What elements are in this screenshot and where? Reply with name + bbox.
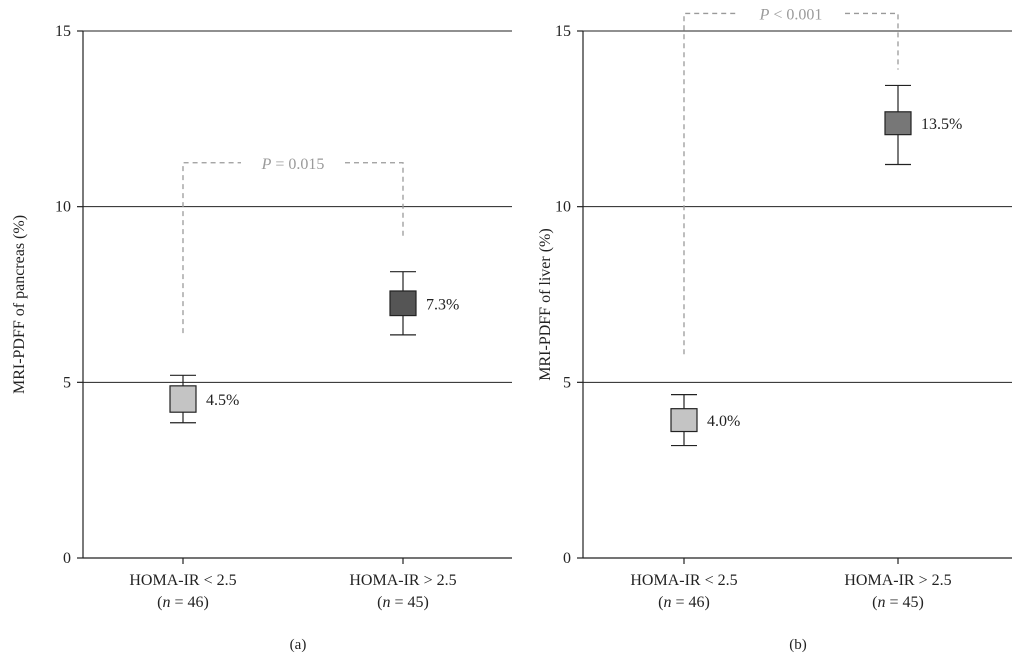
- y-tick-label: 10: [555, 199, 571, 216]
- y-axis-label: MRI-PDFF of liver (%): [537, 228, 554, 380]
- y-tick-label: 15: [555, 23, 571, 40]
- box-low-homa: 4.5%: [169, 374, 239, 424]
- y-tick-label: 10: [55, 199, 71, 216]
- n-suffix: = 46): [671, 594, 709, 611]
- n-prefix: (: [157, 594, 162, 611]
- significance-bracket-left: [182, 162, 241, 334]
- n-variable: n: [382, 594, 390, 611]
- x-category-n-label: (n = 45): [872, 594, 924, 611]
- y-tick-label: 5: [563, 374, 571, 391]
- chart-panel-b: 0 5 10 15 MRI-PDFF of liver (%) HOMA-IR < 2.5…: [537, 6, 1012, 653]
- significance-bracket-right: [345, 162, 404, 239]
- box-high-homa: 13.5%: [884, 84, 962, 166]
- p-value-label: P = 0.015: [261, 156, 325, 173]
- box-rect: [389, 290, 417, 317]
- panel-label: (b): [789, 637, 807, 653]
- value-label: 7.3%: [426, 296, 459, 313]
- x-category-n-label: (n = 46): [658, 594, 710, 611]
- p-variable: P: [261, 156, 272, 173]
- x-category-label: HOMA-IR < 2.5: [630, 572, 737, 589]
- panel-label: (a): [290, 637, 307, 653]
- y-axis-label: MRI-PDFF of pancreas (%): [11, 215, 28, 394]
- p-value-text: < 0.001: [769, 6, 822, 23]
- significance-bracket-left: [683, 12, 737, 355]
- n-suffix: = 45): [885, 594, 923, 611]
- y-tick-label: 0: [63, 550, 71, 567]
- x-category-n-label: (n = 45): [377, 594, 429, 611]
- x-category-label: HOMA-IR > 2.5: [349, 572, 456, 589]
- x-category-n-label: (n = 46): [157, 594, 209, 611]
- box-rect: [884, 111, 912, 136]
- n-prefix: (: [377, 594, 382, 611]
- x-category-label: HOMA-IR < 2.5: [129, 572, 236, 589]
- y-tick-label: 0: [563, 550, 571, 567]
- p-value-text: = 0.015: [271, 156, 324, 173]
- box-low-homa: 4.0%: [670, 394, 740, 447]
- box-high-homa: 7.3%: [389, 271, 459, 336]
- n-suffix: = 46): [170, 594, 208, 611]
- significance-bracket-right: [845, 12, 899, 70]
- value-label: 13.5%: [921, 116, 962, 133]
- p-value-label: P < 0.001: [759, 6, 823, 23]
- n-variable: n: [877, 594, 885, 611]
- y-tick-label: 15: [55, 23, 71, 40]
- n-suffix: = 45): [390, 594, 428, 611]
- x-category-label: HOMA-IR > 2.5: [844, 572, 951, 589]
- box-rect: [670, 408, 698, 433]
- y-tick-label: 5: [63, 374, 71, 391]
- n-variable: n: [663, 594, 671, 611]
- value-label: 4.0%: [707, 413, 740, 430]
- p-variable: P: [759, 6, 770, 23]
- n-variable: n: [162, 594, 170, 611]
- value-label: 4.5%: [206, 392, 239, 409]
- n-prefix: (: [872, 594, 877, 611]
- n-prefix: (: [658, 594, 663, 611]
- box-rect: [169, 385, 197, 413]
- chart-panel-a: 0 5 10 15 MRI-PDFF of pancreas (%) HOMA-IR < …: [11, 23, 512, 653]
